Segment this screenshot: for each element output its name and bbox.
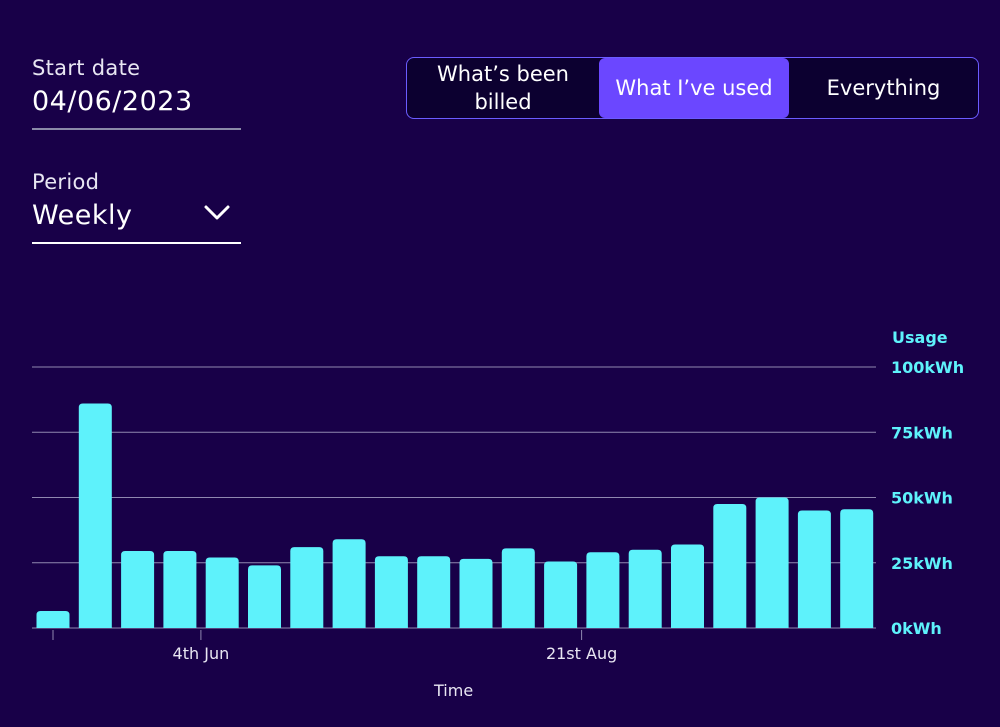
y-tick-label: 100kWh — [891, 358, 964, 377]
y-tick-label: 75kWh — [891, 423, 953, 442]
toggle-what-ive-used[interactable]: What I’ve used — [599, 58, 789, 118]
usage-bar[interactable] — [78, 403, 112, 628]
usage-bar[interactable] — [840, 509, 874, 628]
usage-bar[interactable] — [628, 549, 662, 628]
usage-bar[interactable] — [121, 551, 155, 628]
usage-bar[interactable] — [586, 552, 620, 628]
usage-bar[interactable] — [290, 547, 324, 628]
x-tick-label: 21st Aug — [546, 644, 617, 663]
usage-bar[interactable] — [332, 539, 366, 628]
start-date-field[interactable]: Start date 04/06/2023 — [32, 56, 241, 130]
period-select[interactable]: Period Weekly — [32, 170, 241, 244]
usage-bar[interactable] — [374, 556, 408, 628]
view-toggle: What’s been billed What I’ve used Everyt… — [406, 57, 979, 119]
toggle-everything[interactable]: Everything — [826, 76, 941, 100]
usage-bar[interactable] — [459, 558, 493, 628]
x-axis-title: Time — [434, 681, 474, 700]
y-tick-label: 25kWh — [891, 554, 953, 573]
usage-bar[interactable] — [205, 557, 239, 628]
usage-bar[interactable] — [544, 561, 578, 628]
y-tick-label: 50kWh — [891, 489, 953, 508]
toggle-whats-been-billed[interactable]: What’s been billed — [437, 62, 569, 114]
usage-bar[interactable] — [163, 551, 197, 628]
usage-bar[interactable] — [797, 510, 831, 628]
period-value[interactable]: Weekly — [32, 200, 133, 231]
usage-bar[interactable] — [417, 556, 451, 628]
chevron-down-icon[interactable] — [203, 204, 231, 222]
x-tick-label: 4th Jun — [173, 644, 230, 663]
period-label: Period — [32, 170, 100, 194]
usage-bar-chart: 0kWh 25kWh 50kWh 75kWh 100kWh 4th Jun 21st Aug — [32, 358, 964, 663]
start-date-value[interactable]: 04/06/2023 — [32, 86, 193, 117]
y-tick-label: 0kWh — [891, 619, 942, 638]
start-date-label: Start date — [32, 56, 141, 80]
usage-bar[interactable] — [501, 548, 535, 628]
usage-bar[interactable] — [713, 504, 747, 628]
usage-chart: 0kWh 25kWh 50kWh 75kWh 100kWh 4th Jun 21st Aug… — [0, 320, 1000, 727]
usage-bar[interactable] — [36, 611, 70, 628]
y-axis-title: Usage — [892, 328, 948, 347]
usage-bar[interactable] — [671, 544, 704, 628]
usage-bar[interactable] — [755, 497, 789, 629]
usage-bar[interactable] — [248, 565, 281, 628]
